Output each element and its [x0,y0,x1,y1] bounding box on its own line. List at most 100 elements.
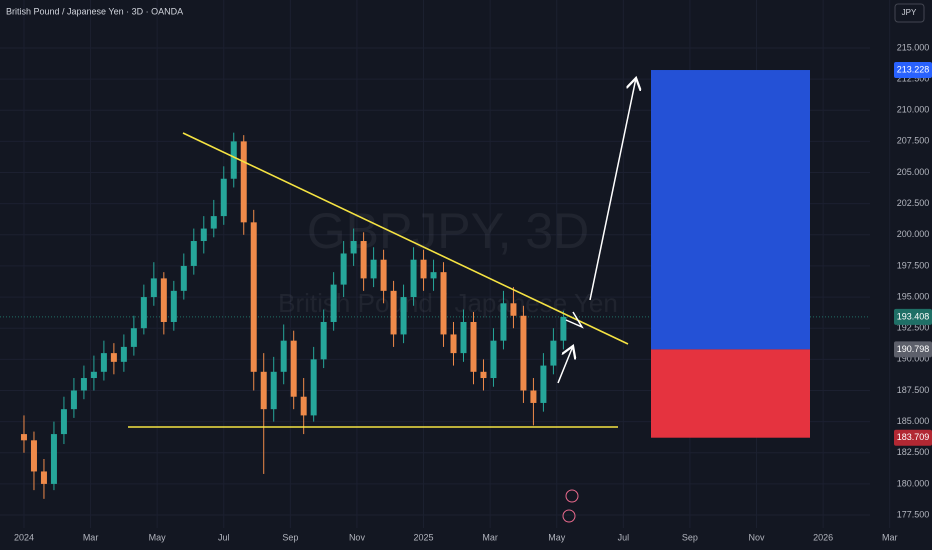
candle-body [230,141,237,179]
candle-body [460,321,467,354]
candle-body [120,346,127,362]
y-tick-label: 210.000 [897,105,930,115]
candle-body [410,259,417,298]
arrow [589,78,636,301]
candle-body [200,228,207,242]
loss-zone [651,349,810,438]
candle-body [60,409,67,435]
candle-body [140,297,147,329]
x-tick-label: May [149,532,167,542]
candle-body [50,434,57,484]
y-tick-label: 202.500 [897,198,930,208]
candle-body [190,241,197,266]
profit-zone [651,70,810,350]
candle-body [20,434,27,441]
currency-button[interactable] [894,3,925,23]
candle-body [380,259,387,291]
candle-body [110,353,117,362]
candle-body [490,340,497,379]
candle-body [510,303,517,316]
price-label-bg [894,308,932,325]
x-tick-label: Jul [618,532,630,542]
candle-body [30,440,37,472]
candle-body [250,222,257,372]
candle-body [350,241,357,254]
y-tick-label: 212.500 [897,73,930,83]
event-icon[interactable] [565,489,579,503]
x-tick-label: 2025 [414,532,434,542]
candle-body [290,340,297,397]
y-tick-label: 177.500 [897,509,930,519]
x-tick-label: Mar [83,532,99,542]
price-label: 183.709 [897,432,930,442]
candle-body [500,303,507,341]
candle-body [40,471,47,484]
x-tick-label: May [548,532,566,542]
candle-body [300,396,307,416]
x-tick-label: Sep [682,532,698,542]
chart-title: British Pound / Japanese Yen · 3D · OAND… [6,6,183,16]
x-tick-label: Jul [218,532,230,542]
y-tick-label: 182.500 [897,447,930,457]
arrow [565,311,584,329]
x-tick-label: Sep [282,532,298,542]
arrow [557,346,573,384]
candle-body [220,178,227,217]
candle-body [550,340,557,366]
position-tool [651,70,810,438]
candle-body [480,371,487,379]
candle-body [390,290,397,335]
y-tick-label: 200.000 [897,229,930,239]
y-tick-label: 197.500 [897,260,930,270]
price-label-bg [894,341,932,358]
price-label: 190.798 [897,344,930,354]
candle-body [530,390,537,403]
candle-body [150,278,157,298]
candle-body [100,353,107,372]
candle-body [280,340,287,372]
currency-label[interactable]: JPY [902,8,917,17]
candle-body [520,315,527,391]
watermark-name: British Pound / Japanese Yen [278,288,618,318]
candle-body [180,265,187,291]
y-tick-label: 185.000 [897,416,930,426]
y-tick-label: 180.000 [897,478,930,488]
candle-body [90,371,97,379]
x-tick-label: Mar [482,532,498,542]
y-tick-label: 207.500 [897,136,930,146]
x-tick-label: Mar [882,532,898,542]
event-icon[interactable] [562,509,576,523]
price-label: 193.408 [897,311,930,321]
x-tick-label: Nov [349,532,366,542]
candle-body [80,378,87,391]
x-tick-label: 2024 [14,532,34,542]
y-tick-label: 190.000 [897,354,930,364]
candle-body [240,141,247,223]
candle-body [270,371,277,410]
candle-body [260,371,267,410]
candle-body [70,390,77,410]
candle-body [400,297,407,335]
candle-body [320,321,327,360]
candle-body [330,284,337,322]
price-label-bg [894,429,932,446]
candle-body [210,216,217,229]
y-tick-label: 205.000 [897,167,930,177]
x-tick-label: 2026 [813,532,833,542]
candle-body [430,272,437,279]
price-label-bg [894,62,932,79]
y-tick-label: 192.500 [897,323,930,333]
price-label: 213.228 [897,64,930,74]
candle-body [130,328,137,347]
y-tick-label: 195.000 [897,291,930,301]
candles [20,132,567,499]
y-tick-label: 215.000 [897,42,930,52]
candle-body [540,365,547,403]
trendline [182,132,629,345]
candle-body [440,272,447,335]
candle-body [450,334,457,354]
candle-body [470,321,477,372]
candle-body [420,259,427,279]
